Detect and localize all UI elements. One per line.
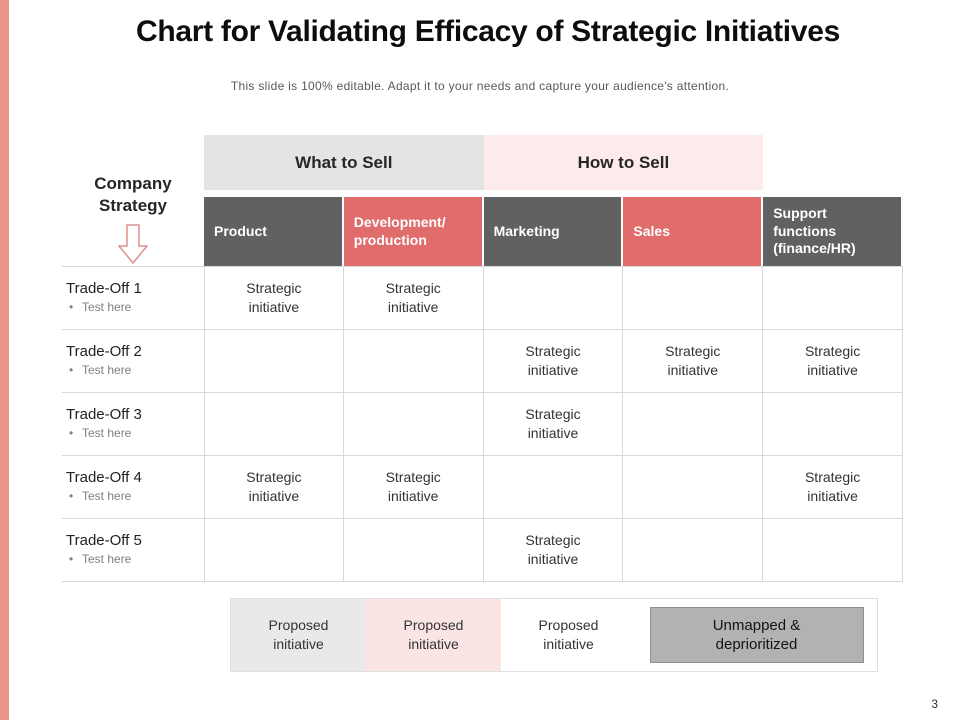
matrix-cell [623,519,764,582]
row-title: Trade-Off 1 [66,280,142,297]
matrix-cell [623,456,764,519]
row-axis-label: Company Strategy [94,174,172,216]
strategy-matrix: Company Strategy What to Sell How to Sel… [62,135,903,582]
matrix-cell [763,393,903,456]
matrix-cell [343,393,484,456]
matrix-cell [204,330,344,393]
row-title: Trade-Off 5 [66,532,142,549]
matrix-cell: Strategic initiative [763,456,903,519]
column-header-marketing: Marketing [483,197,624,266]
legend-proposed-initiative-white: Proposed initiative [501,599,636,671]
matrix-cell: Strategic initiative [623,330,764,393]
legend-proposed-initiative-gray: Proposed initiative [231,599,366,671]
matrix-cell: Strategic initiative [343,456,484,519]
slide-subtitle: This slide is 100% editable. Adapt it to… [230,79,730,93]
column-header-support-functions: Support functions (finance/HR) [763,197,903,266]
column-header-development-production: Development/ production [343,197,484,266]
row-note: Test here [66,363,200,377]
row-title: Trade-Off 3 [66,406,142,423]
matrix-cell [204,519,344,582]
row-label-trade-off-5: Trade-Off 5 Test here [62,519,204,582]
legend: Proposed initiative Proposed initiative … [230,598,878,672]
row-note: Test here [66,300,200,314]
matrix-cell: Strategic initiative [763,330,903,393]
column-header-product: Product [204,197,344,266]
row-axis-header: Company Strategy [62,135,204,266]
row-title: Trade-Off 2 [66,343,142,360]
matrix-cell [763,519,903,582]
matrix-cell [623,393,764,456]
row-label-trade-off-1: Trade-Off 1 Test here [62,266,204,330]
matrix-cell [483,266,624,330]
row-label-trade-off-3: Trade-Off 3 Test here [62,393,204,456]
group-header-what-to-sell: What to Sell [204,135,484,190]
matrix-cell [343,519,484,582]
group-header-how-to-sell: How to Sell [483,135,764,190]
left-accent-strip [0,0,9,720]
matrix-cell [204,393,344,456]
matrix-cell: Strategic initiative [483,393,624,456]
page-number: 3 [931,697,938,711]
legend-unmapped-wrap: Unmapped & deprioritized [636,599,877,671]
row-label-trade-off-4: Trade-Off 4 Test here [62,456,204,519]
legend-proposed-initiative-pink: Proposed initiative [366,599,501,671]
row-title: Trade-Off 4 [66,469,142,486]
legend-unmapped-deprioritized: Unmapped & deprioritized [649,607,864,663]
down-arrow-icon [118,224,148,265]
matrix-cell [483,456,624,519]
row-note: Test here [66,552,200,566]
matrix-cell: Strategic initiative [483,519,624,582]
matrix-cell: Strategic initiative [204,266,344,330]
matrix-cell [763,266,903,330]
matrix-cell [343,330,484,393]
matrix-cell: Strategic initiative [343,266,484,330]
row-label-trade-off-2: Trade-Off 2 Test here [62,330,204,393]
matrix-cell: Strategic initiative [204,456,344,519]
column-header-sales: Sales [623,197,764,266]
row-note: Test here [66,489,200,503]
slide-title: Chart for Validating Efficacy of Strateg… [136,15,840,48]
matrix-cell: Strategic initiative [483,330,624,393]
row-note: Test here [66,426,200,440]
matrix-cell [623,266,764,330]
